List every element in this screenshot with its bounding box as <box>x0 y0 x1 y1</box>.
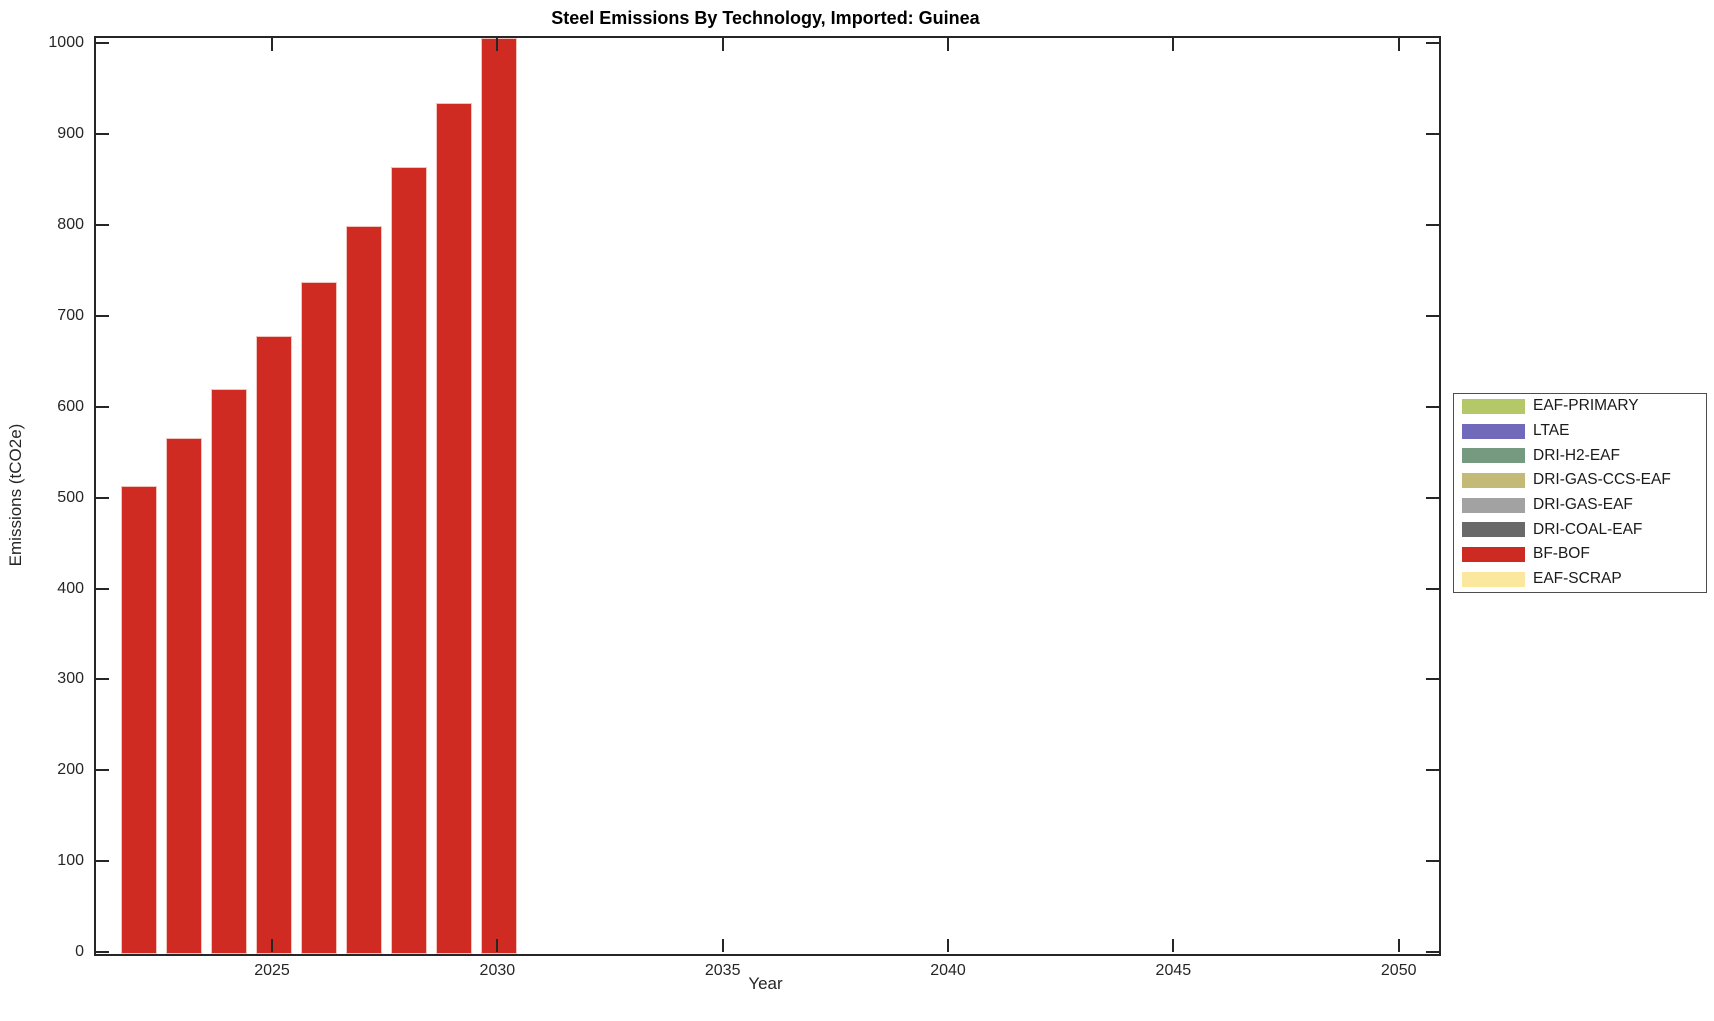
y-tick <box>96 769 109 772</box>
x-tick <box>1172 939 1175 952</box>
y-tick-right <box>1426 405 1439 408</box>
legend-entry: DRI-GAS-EAF <box>1454 493 1706 518</box>
legend-label: EAF-PRIMARY <box>1533 397 1639 415</box>
legend-entry: DRI-COAL-EAF <box>1454 517 1706 542</box>
y-tick-label: 800 <box>57 216 84 234</box>
legend-label: DRI-GAS-EAF <box>1533 496 1633 514</box>
y-axis-label: Emissions (tCO2e) <box>6 423 25 567</box>
legend-entry: DRI-H2-EAF <box>1454 443 1706 468</box>
y-tick-label: 300 <box>57 670 84 688</box>
bar-2023 <box>165 437 202 954</box>
x-tick <box>947 939 950 952</box>
y-tick <box>96 587 109 590</box>
y-tick-label: 1000 <box>48 34 84 52</box>
legend-swatch <box>1462 472 1525 488</box>
y-tick-right <box>1426 133 1439 136</box>
y-tick <box>96 405 109 408</box>
x-tick <box>721 939 724 952</box>
legend-label: DRI-COAL-EAF <box>1533 520 1643 538</box>
y-tick-label: 0 <box>75 943 84 960</box>
y-tick-label: 200 <box>57 761 84 779</box>
x-tick-top <box>271 38 273 51</box>
x-tick-label: 2030 <box>479 962 516 979</box>
y-tick-right <box>1426 860 1439 863</box>
x-tick-label: 2025 <box>254 962 290 979</box>
x-tick-top <box>1172 38 1175 51</box>
x-tick-label: 2035 <box>704 962 741 979</box>
legend-swatch <box>1462 423 1525 439</box>
bar-2029 <box>436 103 473 954</box>
legend: EAF-PRIMARY LTAE DRI-H2-EAF DRI-GAS-CCS-EAF… <box>1453 393 1707 593</box>
legend-entry: EAF-SCRAP <box>1454 567 1706 592</box>
legend-swatch <box>1462 546 1525 562</box>
y-tick-label: 500 <box>57 488 84 506</box>
y-tick <box>96 314 109 317</box>
bar-2030 <box>481 38 518 954</box>
y-tick-right <box>1426 951 1439 953</box>
bar-2025 <box>255 336 293 954</box>
legend-swatch <box>1462 571 1525 587</box>
legend-entry: DRI-GAS-CCS-EAF <box>1454 468 1706 493</box>
legend-label: EAF-SCRAP <box>1533 570 1622 588</box>
y-tick-label: 600 <box>57 397 84 415</box>
y-tick-right <box>1426 769 1439 772</box>
y-tick <box>96 133 109 136</box>
legend-label: DRI-H2-EAF <box>1533 446 1620 464</box>
bar-2026 <box>301 282 338 954</box>
x-tick-top <box>721 38 724 51</box>
y-tick-label: 100 <box>57 852 84 870</box>
y-tick <box>96 496 109 499</box>
legend-label: BF-BOF <box>1533 545 1590 563</box>
y-tick <box>96 42 109 45</box>
x-axis-label: Year <box>748 974 783 993</box>
plot-area <box>94 36 1441 956</box>
legend-swatch <box>1462 398 1525 414</box>
chart-title: Steel Emissions By Technology, Imported:… <box>551 8 980 28</box>
y-tick-label: 900 <box>57 125 84 143</box>
y-tick-right <box>1426 587 1439 590</box>
y-tick <box>96 951 109 953</box>
legend-swatch <box>1462 497 1525 513</box>
y-tick-right <box>1426 496 1439 499</box>
bar-2028 <box>391 167 428 954</box>
legend-swatch <box>1462 448 1525 464</box>
x-tick-label: 2050 <box>1380 962 1417 979</box>
x-tick-top <box>496 38 499 51</box>
x-tick <box>271 939 273 952</box>
bar-2027 <box>346 226 383 954</box>
y-tick-right <box>1426 678 1439 681</box>
y-tick <box>96 224 109 227</box>
legend-label: LTAE <box>1533 422 1570 440</box>
y-tick <box>96 678 109 681</box>
y-tick-label: 400 <box>57 579 84 597</box>
bar-2022 <box>120 486 157 954</box>
x-tick <box>496 939 499 952</box>
bar-2024 <box>210 388 247 954</box>
x-tick-top <box>947 38 950 51</box>
legend-entry: LTAE <box>1454 419 1706 444</box>
legend-entry: BF-BOF <box>1454 542 1706 567</box>
y-tick-right <box>1426 224 1439 227</box>
y-tick-right <box>1426 42 1439 45</box>
legend-label: DRI-GAS-CCS-EAF <box>1533 471 1671 489</box>
y-tick <box>96 860 109 863</box>
legend-entry: EAF-PRIMARY <box>1454 394 1706 419</box>
y-tick-right <box>1426 314 1439 317</box>
y-tick-label: 700 <box>57 306 84 324</box>
x-tick-label: 2045 <box>1155 962 1192 979</box>
legend-swatch <box>1462 522 1525 538</box>
x-tick-label: 2040 <box>930 962 966 979</box>
x-tick-top <box>1397 38 1400 51</box>
x-tick <box>1397 939 1400 952</box>
